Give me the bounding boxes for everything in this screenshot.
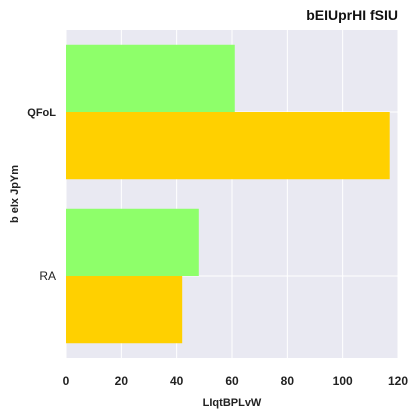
x-tick-label: 80 bbox=[281, 374, 295, 388]
bar-ra-series-2 bbox=[66, 276, 183, 344]
x-tick-label: 100 bbox=[333, 374, 353, 388]
bars bbox=[66, 44, 390, 344]
x-axis-ticks: 0 20 40 60 80 100 120 bbox=[63, 374, 409, 388]
bar-qfol-series-2 bbox=[66, 112, 390, 180]
bar-ra-series-1 bbox=[66, 208, 199, 276]
y-tick-label-ra: RA bbox=[39, 269, 56, 283]
x-tick-label: 120 bbox=[388, 374, 408, 388]
x-axis-label: LIqtBPLvW bbox=[203, 397, 262, 409]
x-tick-label: 60 bbox=[225, 374, 239, 388]
y-tick-label-qfol: QFoL bbox=[27, 107, 56, 119]
bar-qfol-series-1 bbox=[66, 44, 235, 113]
y-axis-ticks: QFoL RA bbox=[27, 107, 56, 283]
x-tick-label: 20 bbox=[115, 374, 129, 388]
y-axis-label: b eIx JpYm bbox=[9, 165, 21, 223]
x-tick-label: 40 bbox=[170, 374, 184, 388]
chart-title: bEIUprHI fSIU bbox=[306, 7, 398, 23]
x-tick-label: 0 bbox=[63, 374, 70, 388]
